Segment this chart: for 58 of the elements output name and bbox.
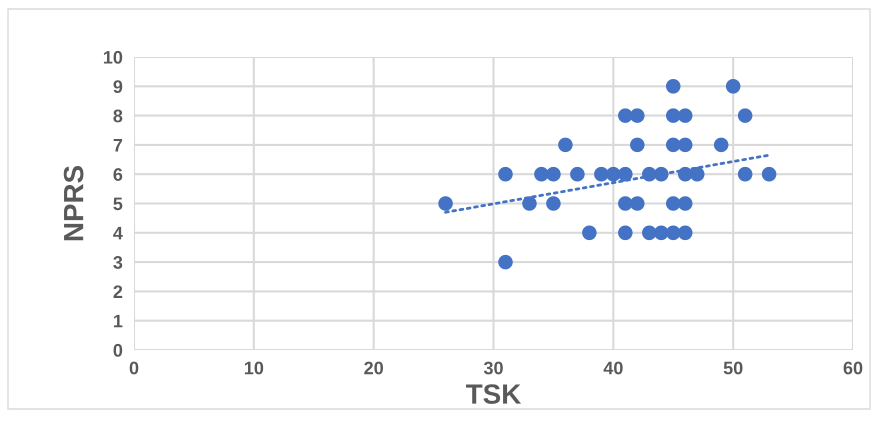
y-tick-label: 7 xyxy=(114,139,122,152)
x-tick-label: 40 xyxy=(604,362,623,374)
point xyxy=(726,79,740,94)
point xyxy=(678,166,693,182)
point xyxy=(630,138,645,152)
point xyxy=(570,166,585,182)
x-tick-label: 20 xyxy=(364,362,383,374)
point xyxy=(738,108,752,123)
point xyxy=(498,166,513,182)
point xyxy=(666,138,681,152)
point xyxy=(546,166,561,182)
point xyxy=(642,166,657,182)
x-tick-label: 10 xyxy=(244,362,264,374)
y-tick-label: 0 xyxy=(114,344,122,357)
point xyxy=(534,166,549,182)
point xyxy=(738,166,752,182)
point xyxy=(594,166,609,182)
point xyxy=(678,138,693,152)
point xyxy=(498,254,513,270)
point xyxy=(678,226,693,240)
point xyxy=(582,226,597,240)
point xyxy=(666,226,681,240)
y-tick-label: 2 xyxy=(113,285,122,298)
point xyxy=(606,166,621,182)
point xyxy=(666,196,681,211)
y-tick-label: 1 xyxy=(114,314,122,328)
y-tick-label: 6 xyxy=(114,168,122,181)
point xyxy=(666,79,681,94)
y-tick-label: 3 xyxy=(113,256,122,269)
x-axis-title: TSK xyxy=(466,384,522,404)
y-tick-label: 5 xyxy=(113,198,122,210)
point xyxy=(642,226,657,240)
y-tick-label: 4 xyxy=(113,226,123,240)
x-tick-label: 0 xyxy=(130,362,138,374)
y-axis-title: NPRS xyxy=(64,166,84,240)
point xyxy=(558,138,573,152)
x-tick-label: 60 xyxy=(844,362,862,374)
point xyxy=(690,166,704,182)
point xyxy=(546,196,561,211)
point xyxy=(618,108,633,123)
point xyxy=(630,196,645,211)
point xyxy=(762,166,776,182)
point xyxy=(438,196,453,211)
y-tick-label: 9 xyxy=(113,80,122,94)
point xyxy=(522,196,537,211)
y-tick-label: 8 xyxy=(113,110,122,122)
y-tick-label: 10 xyxy=(104,50,122,64)
point xyxy=(654,166,669,182)
point xyxy=(618,166,633,182)
point xyxy=(618,196,633,211)
point xyxy=(630,108,645,123)
point xyxy=(618,226,633,240)
point xyxy=(654,226,669,240)
point xyxy=(678,108,693,123)
point xyxy=(714,138,728,152)
point xyxy=(678,196,693,211)
x-tick-label: 30 xyxy=(484,362,503,374)
x-tick-label: 50 xyxy=(724,362,742,374)
